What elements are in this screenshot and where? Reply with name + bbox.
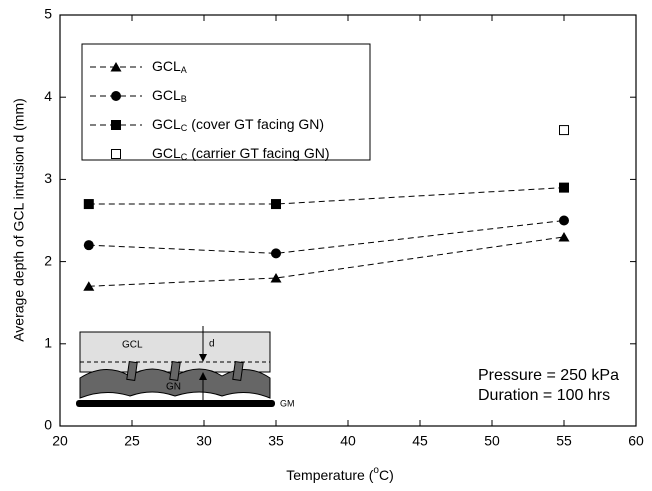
y-tick-label: 3 xyxy=(44,170,52,186)
inset-label: GN xyxy=(166,382,181,393)
x-tick-label: 45 xyxy=(412,433,428,449)
x-tick-label: 40 xyxy=(340,433,356,449)
inset-rib xyxy=(169,360,181,382)
legend-name: GCL xyxy=(152,87,181,103)
y-axis-label: Average depth of GCL intrusion d (mm) xyxy=(11,98,27,342)
legend-label: GCLA xyxy=(152,58,187,76)
legend-note: (carrier GT facing GN) xyxy=(191,145,329,161)
legend-marker xyxy=(111,149,121,159)
marker xyxy=(271,199,281,210)
marker xyxy=(558,231,570,242)
legend-subscript: A xyxy=(181,65,187,75)
series-line xyxy=(88,187,565,205)
annotation: Duration = 100 hrs xyxy=(478,387,610,404)
marker xyxy=(83,281,95,291)
x-tick-label: 30 xyxy=(196,433,212,449)
x-tick-label: 25 xyxy=(124,433,140,449)
legend-name: GCL xyxy=(152,116,181,132)
legend-label: GCLC (cover GT facing GN) xyxy=(152,116,324,134)
y-tick-label: 4 xyxy=(44,88,52,104)
legend-name: GCL xyxy=(152,58,181,74)
inset-rib xyxy=(232,360,244,382)
inset-gm xyxy=(76,400,275,407)
inset-label: GCL xyxy=(122,340,143,351)
annotation: Pressure = 250 kPa xyxy=(478,367,619,384)
x-tick-label: 35 xyxy=(268,433,284,449)
legend-marker xyxy=(110,62,122,72)
x-tick-label: 55 xyxy=(556,433,572,449)
marker xyxy=(559,125,569,136)
x-axis-label: Temperature (oC) xyxy=(286,465,394,483)
series-line xyxy=(88,236,565,287)
y-tick-label: 2 xyxy=(44,252,52,268)
inset-rib xyxy=(126,360,138,382)
y-tick-label: 1 xyxy=(44,335,52,351)
marker xyxy=(83,199,94,210)
inset-diagram: GCL d GN GM xyxy=(76,326,295,408)
legend-marker xyxy=(111,120,121,130)
legend-box xyxy=(81,43,371,161)
legend-label: GCLB xyxy=(152,87,187,105)
legend-label: GCLC (carrier GT facing GN) xyxy=(152,145,330,163)
inset-arrowhead xyxy=(199,372,207,380)
x-tick-label: 60 xyxy=(628,433,644,449)
x-tick-label: 50 xyxy=(484,433,500,449)
legend-marker xyxy=(111,91,121,101)
inset-arrowhead xyxy=(199,354,207,362)
x-tick-label: 20 xyxy=(52,433,68,449)
series-line xyxy=(88,220,565,254)
marker xyxy=(559,215,569,226)
marker xyxy=(270,273,282,283)
marker xyxy=(83,240,94,251)
inset-label: GM xyxy=(280,398,295,408)
marker xyxy=(271,248,281,259)
legend-subscript: B xyxy=(181,94,187,104)
inset-label: d xyxy=(209,339,215,350)
marker xyxy=(559,182,569,193)
legend-note: (cover GT facing GN) xyxy=(191,116,324,132)
y-tick-label: 0 xyxy=(44,417,52,433)
legend-subscript: C xyxy=(181,123,188,133)
y-tick-label: 5 xyxy=(44,6,52,22)
legend-subscript: C xyxy=(181,152,188,162)
legend-name: GCL xyxy=(152,145,181,161)
